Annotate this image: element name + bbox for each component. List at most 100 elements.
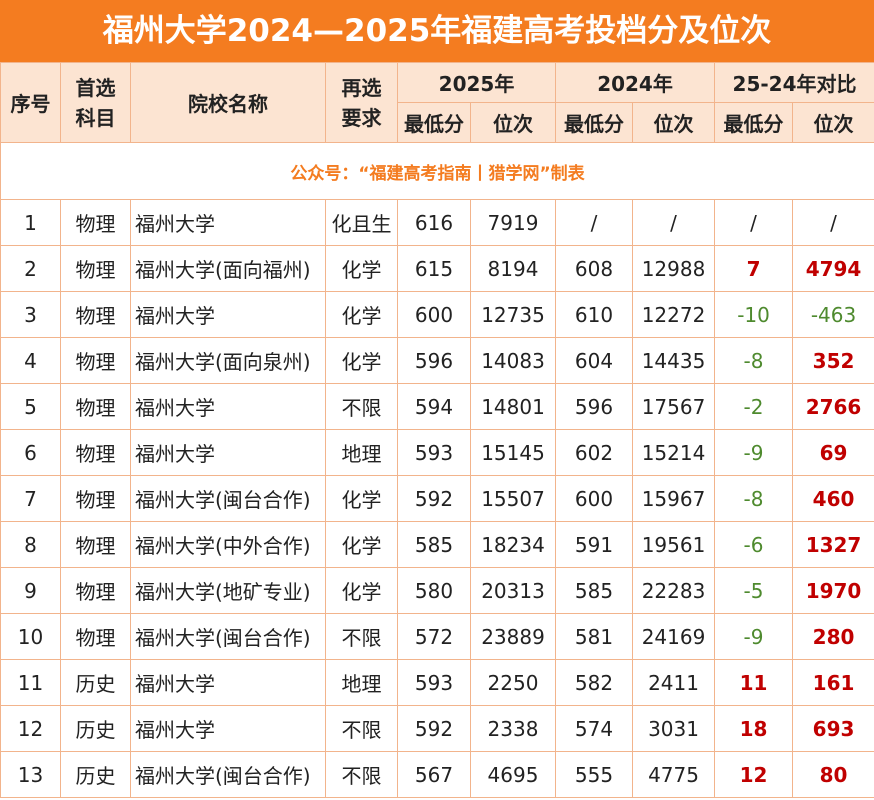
cell: 592	[397, 475, 471, 522]
data-row: 13 历史 福州大学(闽台合作) 不限 567 4695 555 4775 12 80	[0, 751, 874, 798]
cell: 历史	[60, 705, 131, 752]
data-row: 12 历史 福州大学 不限 592 2338 574 3031 18 693	[0, 705, 874, 752]
cell: 历史	[60, 659, 131, 706]
cell: 11	[714, 659, 794, 706]
cell: 11	[0, 659, 61, 706]
cell: -2	[714, 383, 794, 430]
cell: 15214	[632, 429, 716, 476]
cell: 580	[397, 567, 471, 614]
cell: 1970	[792, 567, 874, 614]
cell: 不限	[325, 613, 398, 660]
cell: 12272	[632, 291, 716, 338]
cell: 567	[397, 751, 471, 798]
cell: 5	[0, 383, 61, 430]
cell: /	[632, 199, 716, 246]
column-group-header: 2025年	[396, 62, 557, 103]
cell: 物理	[60, 337, 131, 384]
cell: 福州大学	[130, 383, 326, 430]
cell: 9	[0, 567, 61, 614]
cell: 582	[555, 659, 634, 706]
cell: 物理	[60, 475, 131, 522]
cell: 历史	[60, 751, 131, 798]
cell: 604	[555, 337, 634, 384]
cell: 22283	[632, 567, 716, 614]
cell: 福州大学	[130, 291, 326, 338]
cell: 4	[0, 337, 61, 384]
cell: 615	[397, 245, 471, 292]
data-row: 6 物理 福州大学 地理 593 15145 602 15214 -9 69	[0, 429, 874, 476]
cell: -6	[714, 521, 794, 568]
cell: 福州大学(闽台合作)	[130, 751, 326, 798]
cell: -463	[792, 291, 874, 338]
subcolumn-header: 最低分	[555, 102, 634, 143]
title-bar: 福州大学2024—2025年福建高考投档分及位次	[0, 0, 874, 62]
cell: 352	[792, 337, 874, 384]
cell: 12988	[632, 245, 716, 292]
cell: 161	[792, 659, 874, 706]
cell: -9	[714, 613, 794, 660]
cell: 593	[397, 429, 471, 476]
cell: 20313	[469, 567, 557, 614]
cell: 福州大学(地矿专业)	[130, 567, 326, 614]
column-group-header: 2024年	[555, 62, 716, 103]
cell: 1	[0, 199, 61, 246]
subcolumn-header: 位次	[469, 102, 557, 143]
cell: 616	[397, 199, 471, 246]
data-row: 7 物理 福州大学(闽台合作) 化学 592 15507 600 15967 -8 460	[0, 475, 874, 522]
header-row: 序号 首选科目 院校名称 再选要求 2025年 2024年 25-24年对比	[0, 62, 874, 143]
cell: 物理	[60, 429, 131, 476]
cell: 不限	[325, 751, 398, 798]
cell: 物理	[60, 521, 131, 568]
data-row: 9 物理 福州大学(地矿专业) 化学 580 20313 585 22283 -5 1970	[0, 567, 874, 614]
column-header: 首选科目	[60, 62, 131, 143]
data-row: 3 物理 福州大学 化学 600 12735 610 12272 -10 -463	[0, 291, 874, 338]
cell: 3031	[632, 705, 716, 752]
cell: 物理	[60, 613, 131, 660]
cell: 7919	[469, 199, 557, 246]
subheader-row: 最低分 位次 最低分 位次 最低分 位次	[1, 102, 874, 143]
cell: 594	[397, 383, 471, 430]
cell: 1327	[792, 521, 874, 568]
cell: 69	[792, 429, 874, 476]
cell: 10	[0, 613, 61, 660]
data-row: 10 物理 福州大学(闽台合作) 不限 572 23889 581 24169 -9 280	[0, 613, 874, 660]
cell: 福州大学(中外合作)	[130, 521, 326, 568]
cell: 24169	[632, 613, 716, 660]
cell: 4794	[792, 245, 874, 292]
cell: 福州大学	[130, 659, 326, 706]
cell: 4695	[469, 751, 557, 798]
cell: 596	[397, 337, 471, 384]
cell: -8	[714, 475, 794, 522]
cell: 602	[555, 429, 634, 476]
cell: 物理	[60, 567, 131, 614]
cell: /	[792, 199, 874, 246]
cell: 7	[714, 245, 794, 292]
subcolumn-header: 位次	[792, 102, 874, 143]
cell: 物理	[60, 199, 131, 246]
score-table: 公众号：“福建高考指南丨猎学网”制表 序号 首选科目 院校名称 再选要求 2025年 20…	[0, 62, 874, 798]
data-row: 4 物理 福州大学(面向泉州) 化学 596 14083 604 14435 -8 352	[0, 337, 874, 384]
source-row: 公众号：“福建高考指南丨猎学网”制表	[0, 142, 874, 200]
subcolumn-header: 位次	[632, 102, 716, 143]
cell: 585	[555, 567, 634, 614]
cell: 化学	[325, 245, 398, 292]
cell: -5	[714, 567, 794, 614]
cell: 福州大学(闽台合作)	[130, 475, 326, 522]
cell: 福州大学(闽台合作)	[130, 613, 326, 660]
cell: /	[555, 199, 634, 246]
cell: 福州大学	[130, 199, 326, 246]
column-group-header: 25-24年对比	[714, 62, 874, 103]
cell: 15507	[469, 475, 557, 522]
column-header: 再选要求	[325, 62, 398, 143]
cell: 591	[555, 521, 634, 568]
cell: 7	[0, 475, 61, 522]
cell: -8	[714, 337, 794, 384]
cell: 555	[555, 751, 634, 798]
cell: 福州大学(面向福州)	[130, 245, 326, 292]
cell: 2766	[792, 383, 874, 430]
cell: 592	[397, 705, 471, 752]
cell: 2250	[469, 659, 557, 706]
cell: 460	[792, 475, 874, 522]
cell: 不限	[325, 705, 398, 752]
